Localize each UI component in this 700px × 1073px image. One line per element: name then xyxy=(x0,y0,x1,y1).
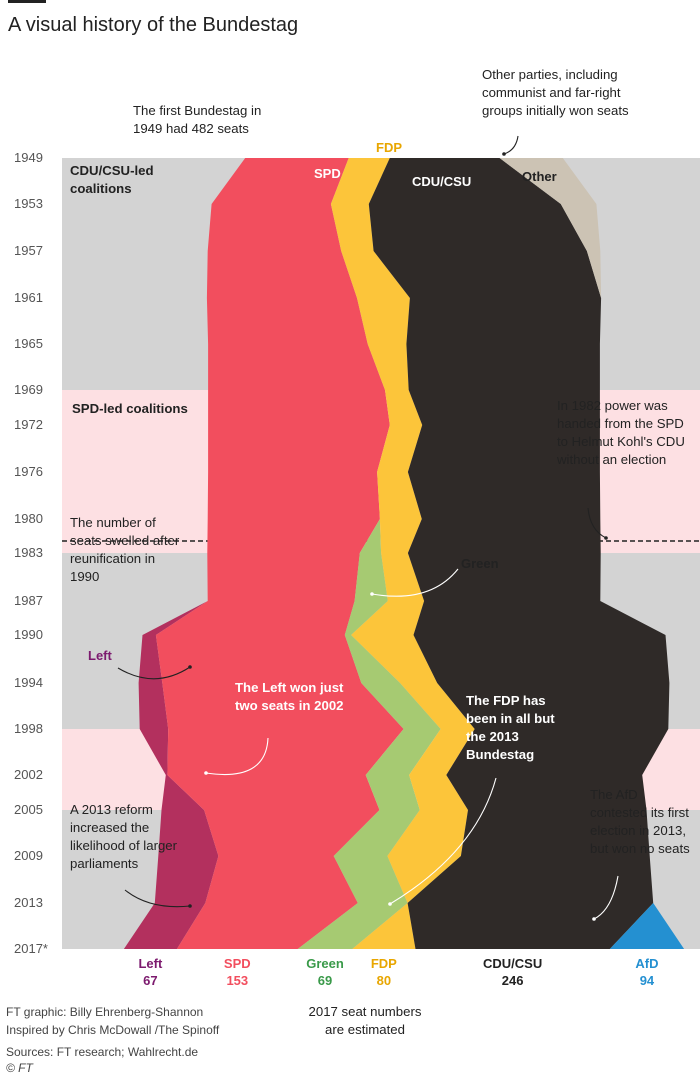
arrow-green-head xyxy=(370,592,374,596)
year-label-1961: 1961 xyxy=(14,290,43,305)
year-label-2002: 2002 xyxy=(14,767,43,782)
series-left xyxy=(123,158,246,949)
year-label-1965: 1965 xyxy=(14,336,43,351)
year-label-1953: 1953 xyxy=(14,196,43,211)
top-label-other: Other xyxy=(522,169,557,184)
bottom-label-cducsu: CDU/CSU 246 xyxy=(483,956,543,988)
arrow-reform xyxy=(124,889,191,908)
arrow-reform-head xyxy=(188,904,192,908)
annotation-fdp: The FDP has been in all but the 2013 Bun… xyxy=(466,693,555,762)
label-spd-led: SPD-led coalitions xyxy=(72,401,188,416)
bottom-label-green: Green 69 xyxy=(306,956,344,988)
bottom-label-fdp: FDP 80 xyxy=(370,956,397,988)
arrow-power xyxy=(587,507,607,539)
top-label-fdp: FDP xyxy=(376,140,402,155)
bottom-label-left: Left 67 xyxy=(138,956,163,988)
arrow-left-2002-head xyxy=(204,771,208,775)
year-label-1972: 1972 xyxy=(14,417,43,432)
series-green xyxy=(297,158,441,949)
series-fdp xyxy=(330,158,475,949)
year-label-1990: 1990 xyxy=(14,627,43,642)
arrow-other-head xyxy=(502,152,506,156)
year-label-1969: 1969 xyxy=(14,382,43,397)
arrow-left-head xyxy=(188,665,192,669)
year-label-2017: 2017* xyxy=(14,941,48,956)
arrow-afd xyxy=(593,875,619,920)
annotation-first-bundestag: The first Bundestag in 1949 had 482 seat… xyxy=(133,103,262,136)
chart-title: A visual history of the Bundestag xyxy=(8,14,299,36)
year-label-1957: 1957 xyxy=(14,243,43,258)
footer-graphic-credit: FT graphic: Billy Ehrenberg-Shannon xyxy=(6,1005,204,1019)
label-green: Green xyxy=(461,556,499,571)
annotation-left-2002: The Left won just two seats in 2002 xyxy=(235,680,344,713)
arrow-afd-head xyxy=(592,917,596,921)
footer-sources: Sources: FT research; Wahlrecht.de xyxy=(6,1045,199,1059)
annotation-power-handover: In 1982 power was handed from the SPD to… xyxy=(557,398,685,467)
annotation-2013-reform: A 2013 reform increased the likelihood o… xyxy=(70,802,178,871)
year-label-1987: 1987 xyxy=(14,593,43,608)
title-rule xyxy=(8,0,46,3)
label-cdu-led: CDU/CSU-led coalitions xyxy=(70,163,154,196)
arrow-fdp xyxy=(389,777,497,905)
arrow-green xyxy=(371,568,459,597)
arrow-power-head xyxy=(604,536,608,540)
top-label-cdu: CDU/CSU xyxy=(412,174,472,189)
year-label-1976: 1976 xyxy=(14,464,43,479)
arrow-left-2002 xyxy=(205,737,269,776)
arrow-other xyxy=(503,135,519,155)
bottom-label-afd: AfD 94 xyxy=(635,956,659,988)
label-left: Left xyxy=(88,648,112,663)
top-label-spd: SPD xyxy=(314,166,341,181)
annotation-reunification: The number of seats swelled after reunif… xyxy=(70,515,180,584)
annotation-2017-estimated: 2017 seat numbers are estimated xyxy=(308,1004,422,1037)
arrow-fdp-head xyxy=(388,902,392,906)
footer-copyright: © FT xyxy=(6,1061,33,1073)
bottom-label-spd: SPD 153 xyxy=(223,956,251,988)
year-label-1983: 1983 xyxy=(14,545,43,560)
year-label-2013: 2013 xyxy=(14,895,43,910)
year-label-2009: 2009 xyxy=(14,848,43,863)
year-label-1949: 1949 xyxy=(14,150,43,165)
series-cducsu xyxy=(368,158,670,949)
arrow-left xyxy=(117,666,191,680)
series-spd xyxy=(155,158,404,949)
annotation-other-parties: Other parties, including communist and f… xyxy=(482,67,629,118)
year-label-2005: 2005 xyxy=(14,802,43,817)
year-label-1994: 1994 xyxy=(14,675,43,690)
annotation-afd: The AfD contested its first election in … xyxy=(590,787,690,856)
footer-inspired: Inspired by Chris McDowall /The Spinoff xyxy=(6,1023,220,1037)
year-label-1980: 1980 xyxy=(14,511,43,526)
year-label-1998: 1998 xyxy=(14,721,43,736)
